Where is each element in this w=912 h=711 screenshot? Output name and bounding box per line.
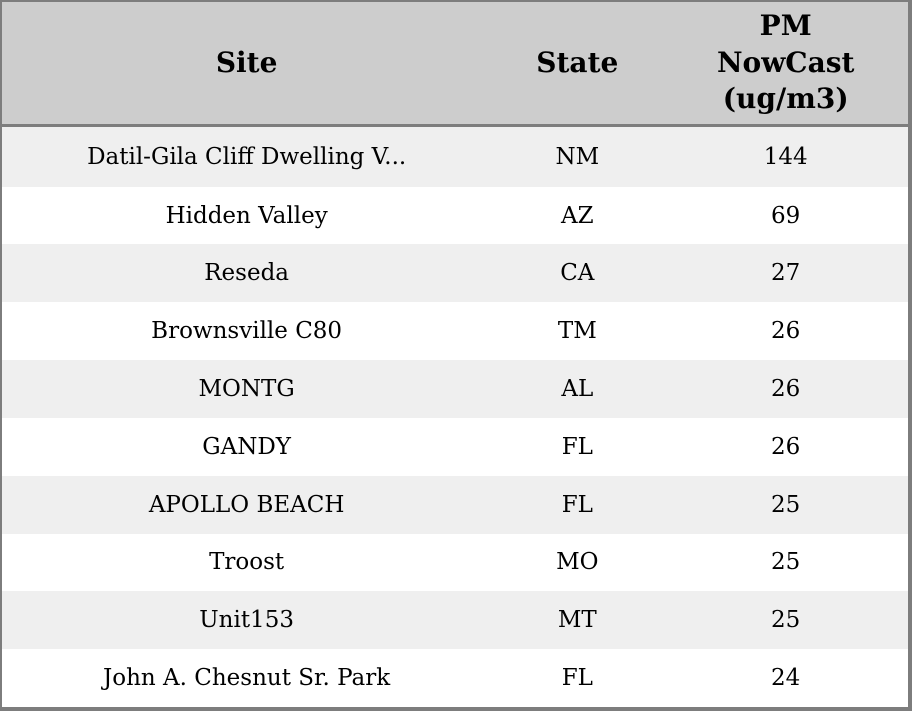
pm-cell: 144	[663, 125, 908, 187]
site-cell: Brownsville C80	[2, 302, 492, 361]
site-cell: Troost	[2, 533, 492, 592]
state-cell: CA	[491, 244, 664, 303]
table-row: Unit153 MT 25	[2, 591, 908, 650]
table-row: Datil-Gila Cliff Dwelling V... NM 144	[2, 125, 908, 187]
state-cell: FL	[491, 649, 664, 707]
site-cell: Unit153	[2, 591, 492, 650]
site-cell: John A. Chesnut Sr. Park	[2, 649, 492, 707]
pm-cell: 25	[663, 475, 908, 534]
pm-cell: 25	[663, 533, 908, 592]
state-cell: MT	[491, 591, 664, 650]
state-cell: NM	[491, 125, 664, 187]
pm-cell: 24	[663, 649, 908, 707]
state-cell: AL	[491, 360, 664, 418]
column-header-state: State	[491, 2, 664, 127]
pm-cell: 26	[663, 417, 908, 476]
table-row: Reseda CA 27	[2, 244, 908, 303]
site-cell: APOLLO BEACH	[2, 475, 492, 534]
table-row: Troost MO 25	[2, 533, 908, 592]
pm-cell: 25	[663, 591, 908, 650]
pm-cell: 26	[663, 360, 908, 418]
table-row: John A. Chesnut Sr. Park FL 24	[2, 649, 908, 707]
state-cell: FL	[491, 417, 664, 476]
state-cell: TM	[491, 302, 664, 361]
state-cell: MO	[491, 533, 664, 592]
table-row: GANDY FL 26	[2, 417, 908, 476]
site-cell: GANDY	[2, 417, 492, 476]
site-cell: Reseda	[2, 244, 492, 303]
table-row: APOLLO BEACH FL 25	[2, 475, 908, 534]
table-row: Brownsville C80 TM 26	[2, 302, 908, 361]
pm-cell: 69	[663, 186, 908, 245]
site-cell: Datil-Gila Cliff Dwelling V...	[2, 125, 492, 187]
state-cell: AZ	[491, 186, 664, 245]
table-row: MONTG AL 26	[2, 360, 908, 418]
table-header: Site State PM NowCast (ug/m3)	[2, 2, 908, 127]
site-cell: Hidden Valley	[2, 186, 492, 245]
table-row: Hidden Valley AZ 69	[2, 186, 908, 245]
state-cell: FL	[491, 475, 664, 534]
site-cell: MONTG	[2, 360, 492, 418]
table-body: Datil-Gila Cliff Dwelling V... NM 144 Hi…	[2, 125, 908, 707]
header-row: Site State PM NowCast (ug/m3)	[2, 2, 908, 127]
column-header-pm-nowcast: PM NowCast (ug/m3)	[663, 2, 908, 127]
column-header-site: Site	[2, 2, 492, 127]
pm-cell: 26	[663, 302, 908, 361]
pm-cell: 27	[663, 244, 908, 303]
